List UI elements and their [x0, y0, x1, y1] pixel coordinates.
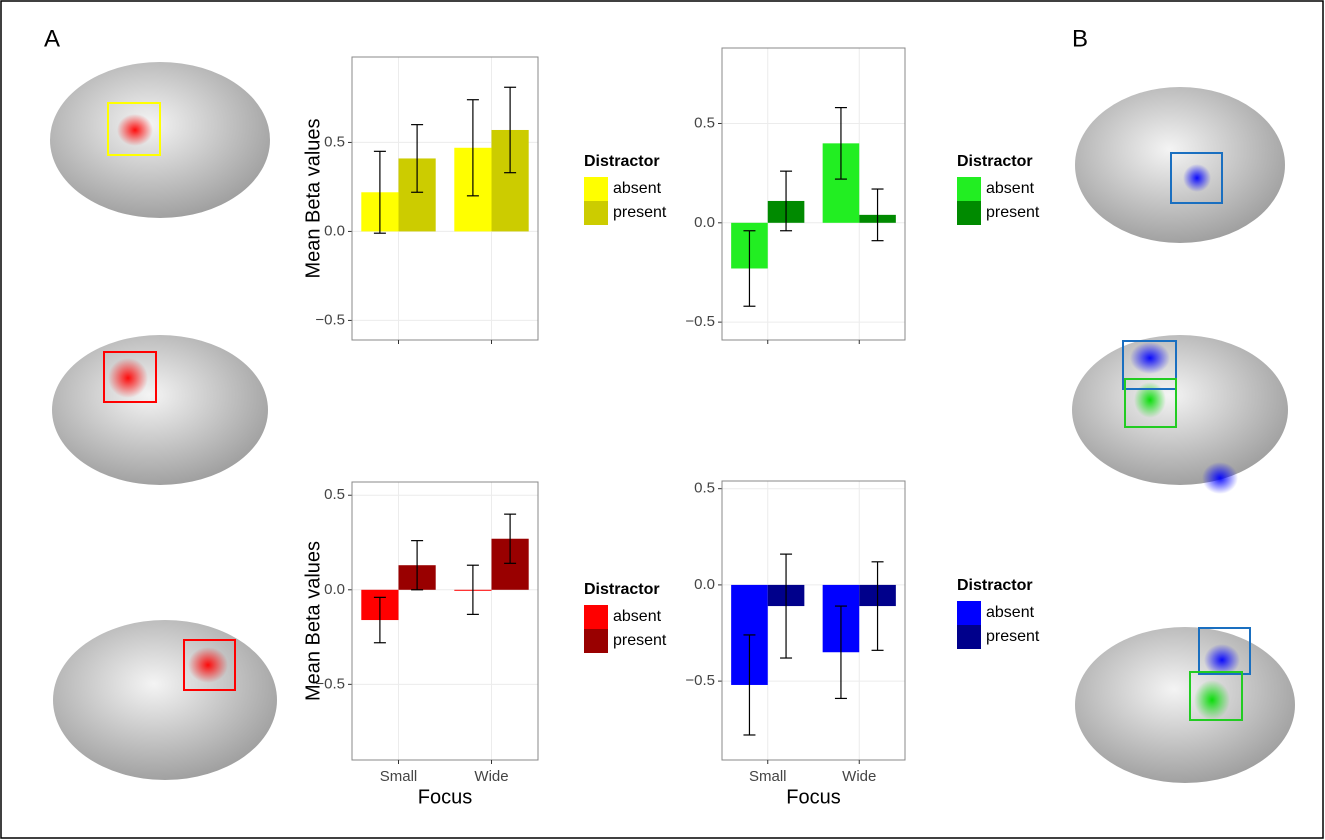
y-tick-label: 0.0 [324, 581, 345, 598]
y-axis-label: Mean Beta values [302, 541, 324, 701]
x-tick-label: Small [380, 768, 418, 785]
legend-swatch [584, 201, 608, 225]
y-tick-label: −0.5 [315, 311, 345, 328]
panel-label: B [1072, 25, 1088, 52]
legend-title: Distractor [584, 581, 660, 598]
error-bar [411, 540, 424, 591]
error-bar [466, 564, 479, 615]
x-tick-label: Wide [842, 768, 876, 785]
error-bar [743, 634, 756, 736]
plot-border [351, 481, 539, 761]
y-tick-label: −0.5 [685, 313, 715, 330]
legend-label: present [986, 628, 1040, 645]
error-bar [743, 230, 756, 307]
legend-label: present [613, 204, 667, 221]
error-bar [780, 170, 793, 232]
error-bar [871, 561, 884, 651]
error-bar [504, 86, 517, 174]
x-tick-label: Wide [474, 768, 508, 785]
y-axis-label: Mean Beta values [302, 118, 324, 278]
y-tick-label: 0.0 [694, 576, 715, 593]
x-axis-label: Focus [786, 786, 840, 808]
legend-label: present [613, 632, 667, 649]
error-bar [466, 99, 479, 197]
y-tick-label: 0.5 [694, 480, 715, 497]
error-bar [373, 596, 386, 644]
legend-title: Distractor [957, 577, 1033, 594]
x-axis-label: Focus [418, 786, 472, 808]
y-tick-label: 0.0 [694, 214, 715, 231]
y-tick-label: 0.5 [324, 133, 345, 150]
panel-label: A [44, 25, 60, 52]
plot-border [721, 480, 906, 761]
error-bar [504, 513, 517, 564]
error-bar [871, 188, 884, 242]
y-tick-label: 0.5 [694, 114, 715, 131]
plot-border [351, 56, 539, 341]
error-bar [373, 150, 386, 234]
legend-swatch [584, 177, 608, 201]
brain-images [50, 62, 1295, 783]
x-tick-label: Small [749, 768, 787, 785]
error-bar [834, 605, 847, 700]
legend-swatch [957, 601, 981, 625]
legend-swatch [584, 605, 608, 629]
plot-border [721, 47, 906, 341]
legend-swatch [957, 177, 981, 201]
y-tick-label: −0.5 [315, 675, 345, 692]
legend-label: absent [613, 608, 662, 625]
legend-label: absent [613, 180, 662, 197]
error-bar [834, 106, 847, 180]
error-bar [411, 124, 424, 193]
error-bar [780, 553, 793, 659]
legend-swatch [957, 201, 981, 225]
y-tick-label: 0.5 [324, 486, 345, 503]
legend-label: absent [986, 604, 1035, 621]
legend-title: Distractor [957, 153, 1033, 170]
legend-label: present [986, 204, 1040, 221]
legend-swatch [957, 625, 981, 649]
y-tick-label: 0.0 [324, 222, 345, 239]
legend-swatch [584, 629, 608, 653]
legend-title: Distractor [584, 153, 660, 170]
y-tick-label: −0.5 [685, 672, 715, 689]
legend-label: absent [986, 180, 1035, 197]
